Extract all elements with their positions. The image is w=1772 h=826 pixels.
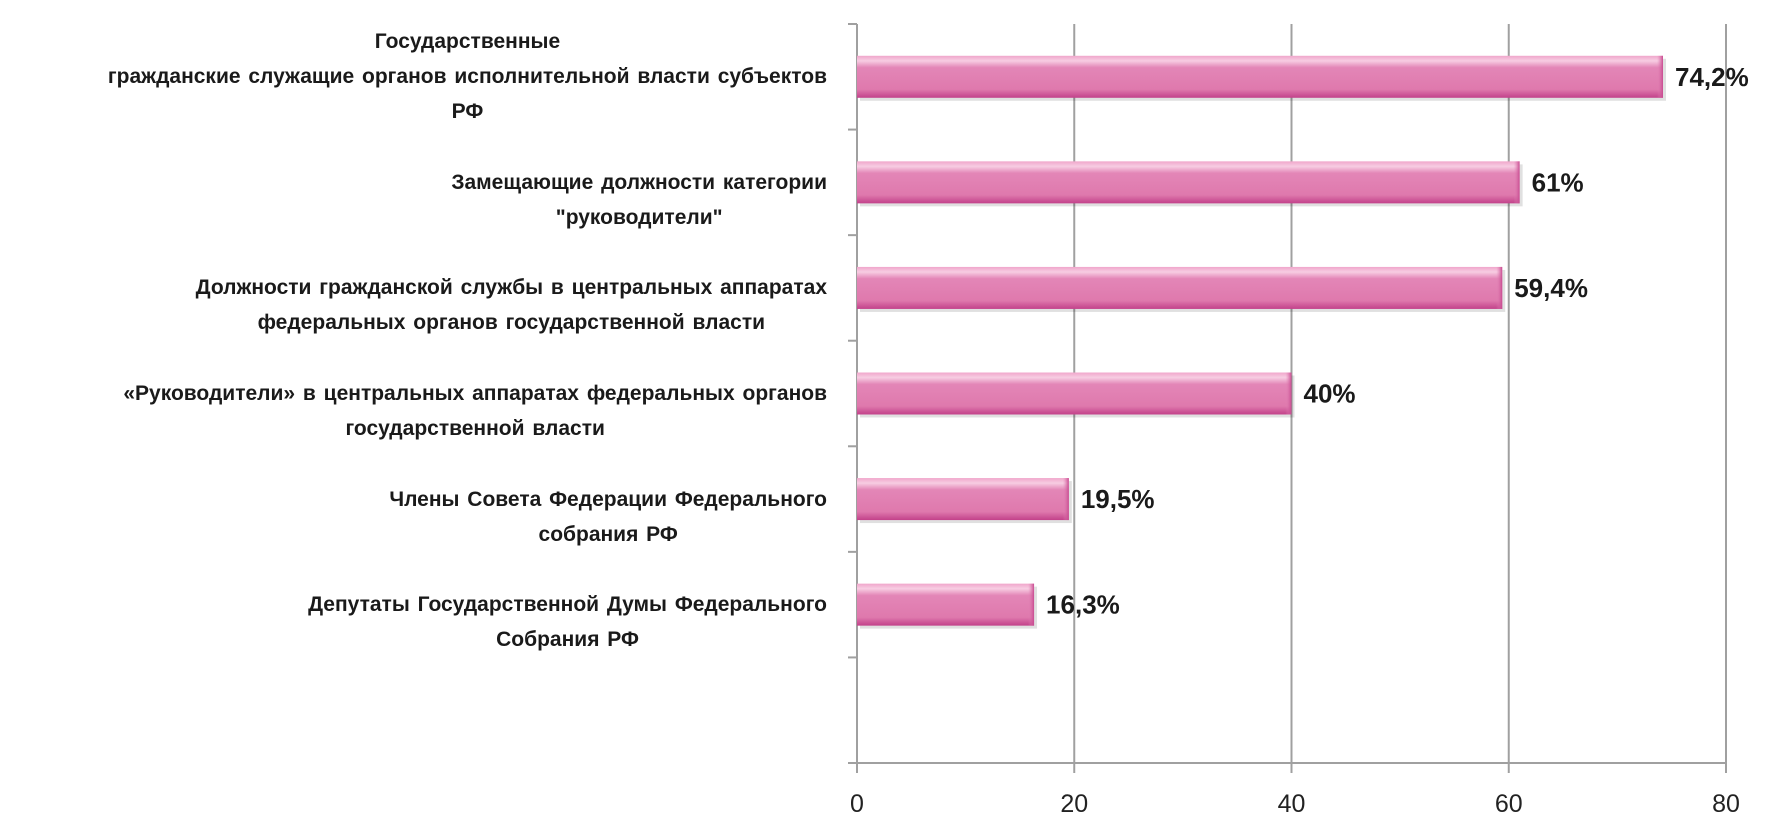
bar-end-cap — [1496, 266, 1503, 309]
category-label-line: Государственные — [374, 30, 561, 54]
category-label: Депутаты Государственной Думы Федерально… — [308, 587, 827, 657]
bar-end-cap — [1062, 478, 1069, 521]
category-label-line: "руководители" — [555, 205, 723, 229]
category-label-line: гражданские служащие органов исполнитель… — [107, 65, 827, 89]
category-label-line: Замещающие должности категории — [451, 170, 827, 194]
bar — [857, 372, 1292, 415]
category-label: Члены Совета Федерации Федерального собра… — [389, 482, 827, 552]
x-tick-labels: 0 20 40 60 80 — [850, 790, 1740, 818]
x-tick-label: 0 — [850, 790, 864, 818]
category-label-line: Члены Совета Федерации Федерального — [389, 487, 827, 511]
bar — [857, 55, 1663, 98]
data-label: 74,2% — [1675, 62, 1749, 92]
bar — [857, 161, 1520, 204]
category-label: Государственные гражданские служащие орга… — [108, 24, 827, 129]
category-label: Замещающие должности категории "руководит… — [451, 165, 827, 235]
bar — [857, 583, 1035, 626]
bar-end-cap — [1656, 55, 1663, 98]
category-label-line: РФ — [451, 100, 484, 124]
bar — [857, 478, 1069, 521]
category-label: «Руководители» в центральных аппаратах ф… — [123, 376, 827, 446]
bar-end-cap — [1028, 583, 1035, 626]
data-label: 19,5% — [1081, 484, 1155, 514]
category-label-line: Депутаты Государственной Думы Федерально… — [308, 593, 827, 617]
data-label: 16,3% — [1046, 590, 1120, 620]
x-tick-label: 40 — [1278, 790, 1306, 818]
x-tick-label: 20 — [1060, 790, 1088, 818]
data-labels: 74,2% 61% 59,4% 40% 19,5% 16,3% — [1046, 62, 1749, 620]
bar-end-cap — [1285, 372, 1292, 415]
category-label-line: собрания РФ — [538, 522, 678, 546]
category-label-line: федеральных органов государственной влас… — [257, 311, 766, 335]
data-label: 59,4% — [1514, 273, 1588, 303]
category-label-line: Собрания РФ — [496, 628, 639, 652]
data-label: 61% — [1532, 167, 1584, 197]
category-label-line: Должности гражданской службы в центральн… — [195, 276, 827, 300]
data-label: 40% — [1304, 379, 1356, 409]
x-tick-label: 80 — [1712, 790, 1740, 818]
bars — [857, 55, 1666, 629]
category-label-line: государственной власти — [345, 417, 605, 440]
bar — [857, 266, 1503, 309]
category-label-line: «Руководители» в центральных аппаратах ф… — [123, 382, 827, 405]
x-tick-label: 60 — [1495, 790, 1523, 818]
category-label: Должности гражданской службы в центральн… — [196, 270, 827, 340]
bar-end-cap — [1513, 161, 1520, 204]
